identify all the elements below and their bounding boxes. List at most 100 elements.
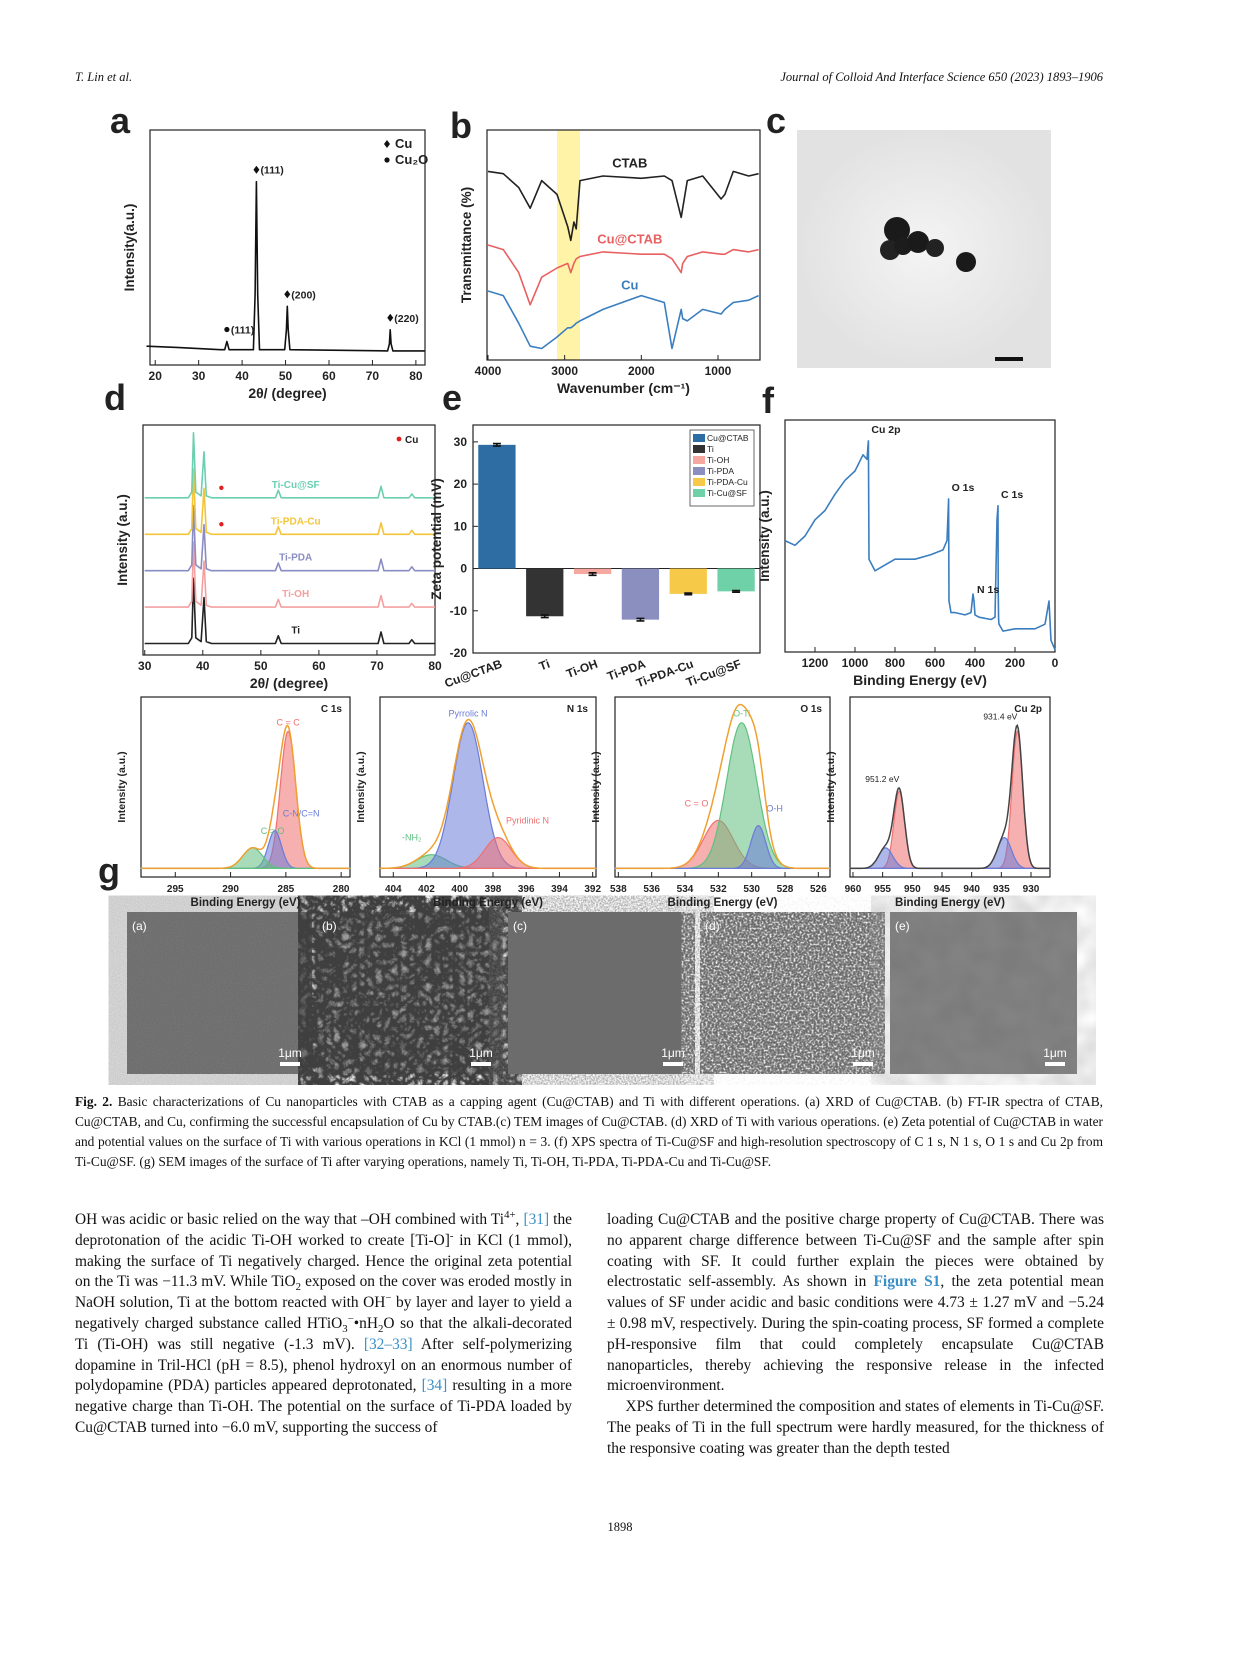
peak-annotation: C 1s — [1001, 489, 1023, 501]
x-tick-label: 400 — [451, 884, 468, 895]
text-run: exposed on the cover was eroded mostly i… — [75, 1273, 572, 1312]
data-line — [487, 170, 759, 242]
link[interactable]: Figure S1 — [873, 1273, 941, 1291]
x-tick-label: 3000 — [551, 364, 578, 378]
left-column: OH was acidic or basic relied on the way… — [75, 1209, 572, 1439]
legend-label: Cu@CTAB — [707, 433, 749, 443]
series-label: Cu@CTAB — [597, 232, 662, 247]
bar — [526, 568, 564, 617]
panel-title: Cu 2p — [1014, 704, 1042, 715]
sem-label: (c) — [513, 919, 527, 933]
text-run: XPS further determined the composition a… — [607, 1398, 1104, 1457]
fit-envelope — [380, 718, 596, 870]
x-tick-label: 1200 — [802, 656, 829, 670]
y-tick-label: 0 — [460, 562, 467, 576]
peak-annotation: (200) — [291, 289, 316, 301]
y-axis-label: Intensity (a.u.) — [355, 751, 367, 822]
error-bar — [732, 589, 741, 593]
x-tick-label: 50 — [279, 369, 293, 383]
x-tick-label: 80 — [428, 659, 442, 673]
bar — [669, 568, 707, 594]
paragraph: XPS further determined the composition a… — [607, 1397, 1104, 1459]
text-run: loading Cu@CTAB and the positive charge … — [607, 1211, 1104, 1291]
series-label: CTAB — [612, 156, 647, 171]
sem-b — [317, 912, 503, 1074]
sem-label: (a) — [132, 919, 147, 933]
x-tick-label: 955 — [874, 884, 891, 895]
data-line — [144, 431, 435, 499]
series-label: Ti-PDA-Cu — [271, 516, 321, 527]
series-label: Ti-OH — [282, 589, 309, 600]
x-tick-label: 960 — [845, 884, 862, 895]
panel-title: C 1s — [321, 704, 343, 715]
cu-marker — [219, 485, 224, 491]
text-run: After self-polymerizing dopamine in Tril… — [75, 1335, 572, 1395]
marker-glyph — [387, 313, 394, 322]
x-tick-label: 930 — [1023, 884, 1040, 895]
legend-dot — [396, 436, 402, 442]
component-label: C = O — [685, 798, 709, 808]
x-tick-label: 20 — [149, 369, 163, 383]
ref[interactable]: [34] — [421, 1377, 448, 1395]
ref[interactable]: [32–33] — [363, 1335, 413, 1353]
x-axis-label: Wavenumber (cm⁻¹) — [557, 380, 690, 396]
legend-swatch — [693, 478, 705, 486]
paragraph: OH was acidic or basic relied on the way… — [75, 1209, 572, 1439]
sem-label: (e) — [895, 919, 910, 933]
scale-bar — [280, 1062, 300, 1066]
data-line — [144, 504, 435, 572]
sem-e — [890, 912, 1077, 1074]
sem-a — [127, 912, 312, 1074]
sem-label: (d) — [705, 919, 720, 933]
peak-annotation: N 1s — [977, 584, 999, 596]
series-label: Ti-Cu@SF — [272, 480, 320, 491]
x-tick-label: 70 — [366, 369, 380, 383]
component-label: O-Ti — [733, 709, 750, 719]
marker-glyph — [253, 165, 260, 174]
running-head-left: T. Lin et al. — [75, 70, 133, 84]
component-label: Pyridinic N — [506, 816, 549, 826]
plot-frame — [379, 696, 597, 878]
x-tick-label: 945 — [934, 884, 951, 895]
x-axis-label: Binding Energy (eV) — [191, 897, 301, 909]
error-bar — [684, 592, 693, 596]
y-axis-label: Intensity(a.u.) — [122, 204, 137, 292]
error-bar — [636, 617, 645, 622]
x-tick-label: 402 — [418, 884, 435, 895]
x-tick-label: 404 — [385, 884, 402, 895]
panel-label: d — [104, 377, 126, 418]
x-tick-label: 940 — [963, 884, 980, 895]
scale-bar — [663, 1062, 683, 1066]
x-tick-label: 398 — [485, 884, 502, 895]
x-tick-label: 530 — [743, 884, 760, 895]
x-tick-label: 536 — [643, 884, 660, 895]
x-tick-label: 30 — [138, 659, 152, 673]
x-tick-label: 394 — [551, 884, 568, 895]
y-tick-label: 10 — [454, 519, 468, 533]
x-tick-label: 400 — [965, 656, 985, 670]
plot-frame — [614, 696, 831, 878]
component-label: O-H — [766, 804, 783, 814]
panel-label: g — [98, 850, 120, 891]
bar — [717, 568, 755, 592]
y-tick-label: 20 — [454, 477, 468, 491]
x-axis-label: Binding Energy (eV) — [895, 897, 1005, 909]
plot-frame — [849, 696, 1051, 878]
panel-title: O 1s — [800, 704, 822, 715]
x-tick-label: 1000 — [842, 656, 869, 670]
data-line — [146, 180, 425, 352]
marker-glyph — [284, 290, 291, 299]
legend-swatch — [693, 434, 705, 442]
y-tick-label: -10 — [450, 604, 468, 618]
ref[interactable]: [31] — [523, 1211, 550, 1228]
x-tick-label: Ti — [537, 657, 552, 674]
x-tick-label: 30 — [192, 369, 206, 383]
fit-component — [614, 722, 831, 870]
page-number: 1898 — [607, 1520, 633, 1534]
text-run: resulting in a more negative charge than… — [75, 1377, 572, 1436]
sem-images — [127, 912, 1077, 1074]
x-tick-label: 2000 — [628, 364, 655, 378]
figure-caption: Fig. 2. Basic characterizations of Cu na… — [75, 1092, 1103, 1172]
legend-label: Cu — [395, 136, 412, 151]
legend-label: Cu₂O — [395, 152, 428, 167]
